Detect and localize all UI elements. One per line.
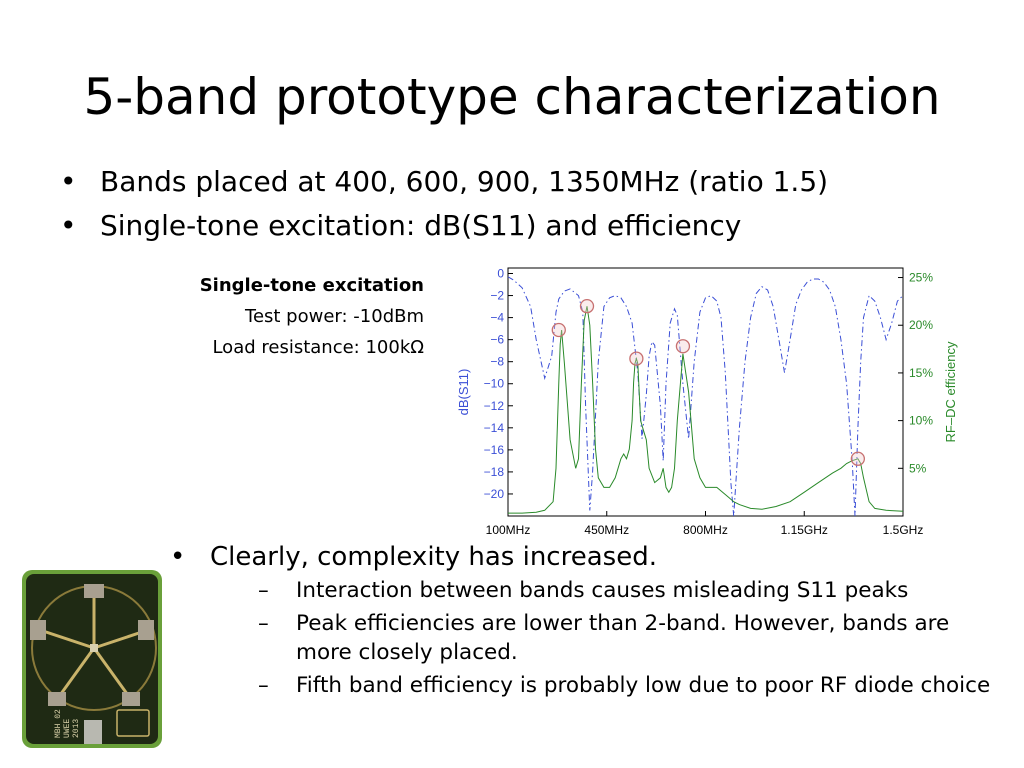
y-tick-label: −14 <box>484 421 505 435</box>
x-tick-label: 100MHz <box>486 523 531 537</box>
s11-series-line <box>507 276 904 517</box>
conclusion-text: Clearly, complexity has increased. <box>210 542 657 572</box>
page-title: 5-band prototype characterization <box>83 68 941 126</box>
conclusion-bullet: Clearly, complexity has increased. Inter… <box>170 538 1010 700</box>
plot-area <box>507 267 904 517</box>
y2-tick-label: 15% <box>909 366 933 380</box>
bullet-excitation: Single-tone excitation: dB(S11) and effi… <box>60 204 828 248</box>
efficiency-series-line <box>508 306 904 514</box>
y-tick-label: −12 <box>484 399 505 413</box>
x-tick-label: 1.5GHz <box>883 523 924 537</box>
y-tick-label: −6 <box>490 333 504 347</box>
y-tick-label: −2 <box>490 289 504 303</box>
y-axis-label: dB(S11) <box>456 369 471 416</box>
sub-bullet-list: Interaction between bands causes mislead… <box>210 576 1010 700</box>
y-tick-label: −16 <box>484 443 505 457</box>
pcb-silkscreen-text: MBH 02UWEE2013 <box>54 709 81 738</box>
setup-load: Load resistance: 100kΩ <box>212 337 424 358</box>
y-tick-label: −18 <box>484 465 505 479</box>
pcb-components <box>30 584 154 706</box>
conclusion-list: Clearly, complexity has increased. Inter… <box>170 538 1010 704</box>
peak-marker <box>629 351 644 366</box>
peak-marker <box>579 299 595 314</box>
peak-marker <box>850 451 866 466</box>
y-tick-label: −8 <box>490 355 504 369</box>
y-tick-label: 0 <box>497 267 504 281</box>
pcb-surface <box>26 574 158 744</box>
pcb-connector <box>84 720 102 744</box>
y-tick-label: −20 <box>484 487 505 501</box>
peak-marker <box>675 339 691 354</box>
pcb-silkscreen-label: MBH 02UWEE2013 <box>54 709 81 738</box>
x-tick-label: 450MHz <box>584 523 629 537</box>
top-bullet-list: Bands placed at 400, 600, 900, 1350MHz (… <box>60 160 828 248</box>
bullet-bands: Bands placed at 400, 600, 900, 1350MHz (… <box>60 160 828 204</box>
pcb-pad <box>116 709 150 737</box>
y2-axis-label: RF–DC efficiency <box>943 341 958 442</box>
sub-bullet-interaction: Interaction between bands causes mislead… <box>258 576 1010 605</box>
y2-tick-label: 25% <box>909 271 933 285</box>
y2-tick-label: 20% <box>909 318 933 332</box>
x-tick-label: 800MHz <box>683 523 728 537</box>
s11-efficiency-chart: 0 −2 −4 −6 −8 −10 −12 −14 −16 −18 −20 5% 10% 15% 20% 25… <box>456 267 958 537</box>
pcb-photo: MBH 02UWEE2013 <box>22 570 162 748</box>
x-tick-label: 1.15GHz <box>781 523 828 537</box>
y2-tick-label: 10% <box>909 414 933 428</box>
y-tick-label: −4 <box>490 311 504 325</box>
test-setup: Single-tone excitation Test power: -10dB… <box>200 270 424 363</box>
setup-heading: Single-tone excitation <box>199 275 424 296</box>
y2-tick-label: 5% <box>909 461 927 475</box>
sub-bullet-fifth-band: Fifth band efficiency is probably low du… <box>258 671 1010 700</box>
sub-bullet-peak-efficiency: Peak efficiencies are lower than 2-band.… <box>258 609 1010 667</box>
y-tick-label: −10 <box>484 377 505 391</box>
setup-power: Test power: -10dBm <box>245 306 424 327</box>
peak-marker <box>551 322 566 338</box>
